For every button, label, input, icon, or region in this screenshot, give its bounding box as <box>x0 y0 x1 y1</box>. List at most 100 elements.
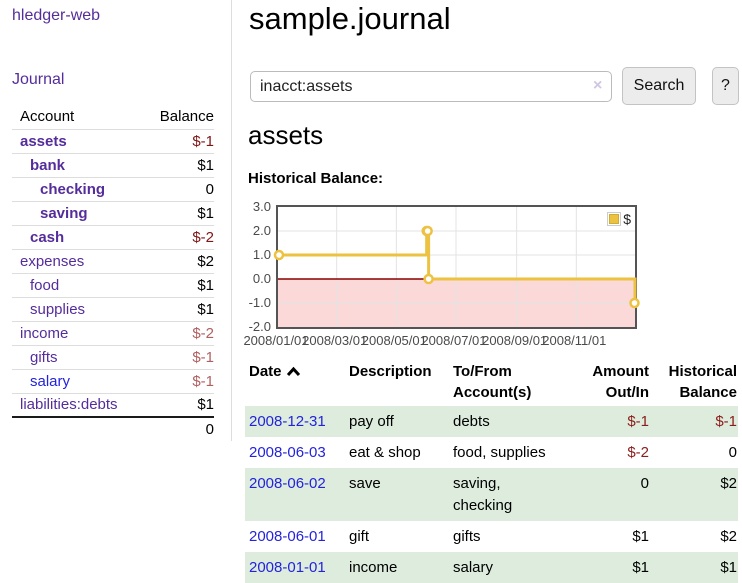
account-link[interactable]: checking <box>40 180 106 198</box>
account-row: checking 0 <box>12 177 214 201</box>
y-tick-label: -1.0 <box>248 295 271 310</box>
page-title: sample.journal <box>249 1 451 36</box>
chart-heading: Historical Balance: <box>248 170 384 187</box>
accounts-total-spacer <box>12 417 145 441</box>
account-balance: $1 <box>197 276 214 294</box>
chart-plot-area: $ <box>273 205 640 329</box>
transaction-date-link[interactable]: 2008-12-31 <box>249 413 326 430</box>
transaction-date-link[interactable]: 2008-06-03 <box>249 444 326 461</box>
search-button[interactable]: Search <box>622 67 696 105</box>
account-link[interactable]: assets <box>20 132 67 150</box>
account-row: cash $-2 <box>12 225 214 249</box>
historical-balance-chart: 3.0 2.0 1.0 0.0 -1.0 -2.0 $ 2008/01/01 2008/03… <box>243 199 742 350</box>
account-row: salary $-1 <box>12 369 214 393</box>
transaction-date-link[interactable]: 2008-01-01 <box>249 559 326 576</box>
account-row: income $-2 <box>12 321 214 345</box>
x-tick-label: 2008/11/01 <box>542 333 607 348</box>
register-cell-amount: $1 <box>632 559 649 576</box>
register-cell-balance: $2 <box>720 528 737 545</box>
accounts-tbody: assets $-1 bank $1 checking 0 saving $1 cash $-2 e… <box>12 129 214 417</box>
account-row: assets $-1 <box>12 129 214 153</box>
register-row: 2008-01-01 income salary $1 $1 <box>245 552 738 583</box>
nav-journal-link[interactable]: Journal <box>12 71 65 88</box>
account-link[interactable]: gifts <box>30 348 58 366</box>
y-tick-label: 2.0 <box>252 223 271 238</box>
x-tick-label: 2008/05/01 <box>361 333 427 348</box>
register-cell-date: 2008-06-03 <box>245 437 345 468</box>
y-tick-label: 1.0 <box>252 247 271 262</box>
search-input[interactable] <box>250 71 612 102</box>
account-balance: $-1 <box>192 132 214 150</box>
register-cell-balance: $2 <box>720 475 737 492</box>
register-header-balance-line2: Balance <box>679 384 737 401</box>
register-header-amount-line2: Out/In <box>605 384 649 401</box>
accounts-header-row: Account Balance <box>12 105 214 129</box>
account-balance: $-1 <box>192 348 214 366</box>
register-cell-description: income <box>349 559 398 576</box>
register-cell-date: 2008-06-02 <box>245 468 345 521</box>
register-cell-date: 2008-12-31 <box>245 406 345 437</box>
account-balance: $-1 <box>192 372 214 390</box>
register-table: Date Description To/From Account(s) Amou… <box>245 358 738 583</box>
clear-search-icon[interactable]: × <box>593 77 603 94</box>
register-cell-amount: $1 <box>632 528 649 545</box>
register-cell-description: pay off <box>349 413 394 430</box>
register-tbody: 2008-12-31 pay off debts $-1 $-1 2008-06-03 ea… <box>245 406 738 583</box>
chart-legend: $ <box>607 211 631 227</box>
legend-label: $ <box>623 211 631 227</box>
account-link[interactable]: bank <box>30 156 66 174</box>
register-header-accounts-line1: To/From <box>453 363 512 380</box>
x-tick-label: 2008/09/01 <box>482 333 548 348</box>
account-balance: $1 <box>197 156 214 174</box>
x-tick-label: 2008/01/01 <box>243 333 309 348</box>
register-cell-amount: $-1 <box>627 413 649 430</box>
register-cell-balance: $-1 <box>715 413 737 430</box>
register-header-balance-line1: Historical <box>668 363 737 380</box>
register-cell-description: gift <box>349 528 370 545</box>
account-link[interactable]: income <box>20 324 69 342</box>
y-tick-label: 3.0 <box>252 199 271 214</box>
search-form: × Search ? <box>245 67 742 105</box>
register-header-row: Date Description To/From Account(s) Amou… <box>245 358 738 406</box>
help-button[interactable]: ? <box>712 67 739 105</box>
accounts-total-value: 0 <box>205 421 214 438</box>
register-cell-accounts: salary <box>453 559 494 576</box>
transaction-date-link[interactable]: 2008-06-02 <box>249 475 326 492</box>
register-cell-date: 2008-06-01 <box>245 521 345 552</box>
account-link[interactable]: cash <box>30 228 65 246</box>
account-balance: $1 <box>197 300 214 318</box>
account-row: bank $1 <box>12 153 214 177</box>
register-cell-balance: $1 <box>720 559 737 576</box>
app-title-link[interactable]: hledger-web <box>12 7 101 24</box>
legend-swatch-icon <box>607 212 622 226</box>
register-header-description: Description <box>349 363 432 380</box>
account-link[interactable]: supplies <box>30 300 86 318</box>
register-cell-accounts: saving, checking <box>453 475 513 514</box>
sort-ascending-icon <box>286 366 300 377</box>
account-link[interactable]: saving <box>40 204 88 222</box>
account-link[interactable]: liabilities:debts <box>20 396 118 414</box>
y-tick-label: 0.0 <box>252 271 271 286</box>
account-row: gifts $-1 <box>12 345 214 369</box>
register-header-date[interactable]: Date <box>245 358 345 406</box>
chart-canvas <box>273 207 640 327</box>
x-tick-label: 2008/07/01 <box>421 333 487 348</box>
account-balance: 0 <box>205 180 214 198</box>
account-link[interactable]: expenses <box>20 252 85 270</box>
x-tick-label: 2008/03/01 <box>302 333 368 348</box>
register-header-amount: Amount Out/In <box>559 358 650 406</box>
account-link[interactable]: food <box>30 276 60 294</box>
y-tick-label: -2.0 <box>248 319 271 334</box>
account-row: expenses $2 <box>12 249 214 273</box>
transaction-date-link[interactable]: 2008-06-01 <box>249 528 326 545</box>
account-row: liabilities:debts $1 <box>12 393 214 417</box>
register-row: 2008-06-03 eat & shop food, supplies $-2 0 <box>245 437 738 468</box>
register-cell-accounts: debts <box>453 413 490 430</box>
register-cell-amount: $-2 <box>627 444 649 461</box>
register-cell-accounts: gifts <box>453 528 481 545</box>
account-link[interactable]: salary <box>30 372 71 390</box>
register-cell-description: save <box>349 475 381 492</box>
register-header-amount-line1: Amount <box>592 363 649 380</box>
register-header-accounts-line2: Account(s) <box>453 384 532 401</box>
register-row: 2008-12-31 pay off debts $-1 $-1 <box>245 406 738 437</box>
